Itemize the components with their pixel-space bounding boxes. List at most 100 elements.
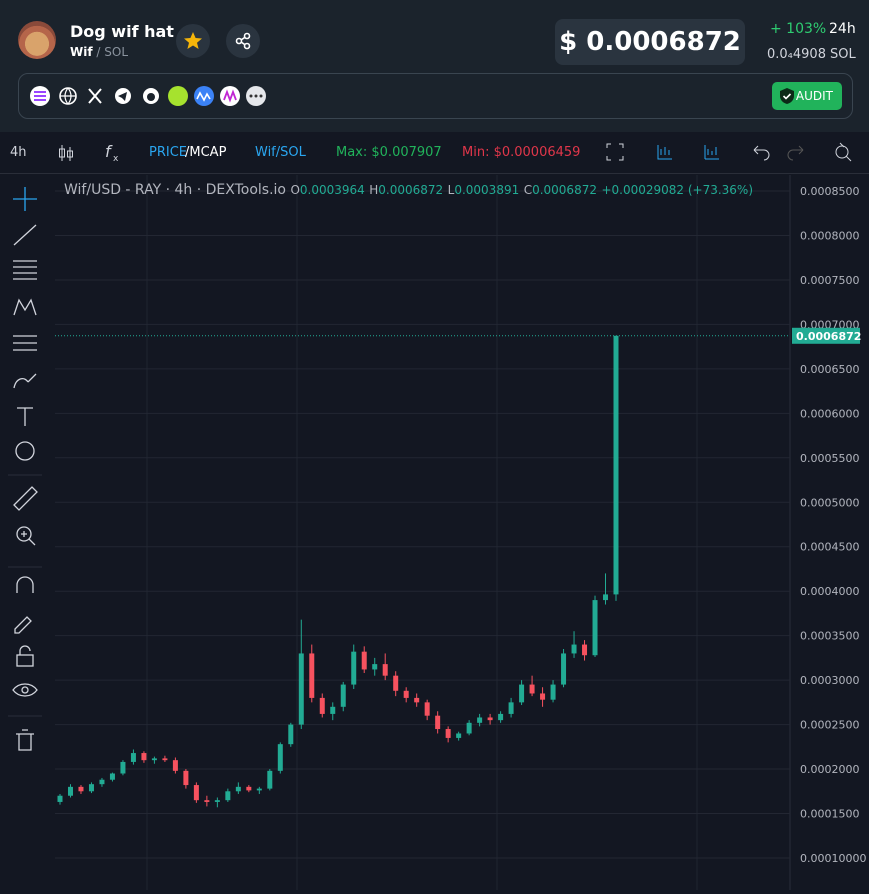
candle-body bbox=[519, 684, 525, 703]
brush-tool[interactable] bbox=[13, 373, 37, 389]
candle-body bbox=[99, 779, 105, 785]
volume-icon[interactable] bbox=[704, 145, 719, 160]
y-tick-label: 0.00010000 bbox=[800, 852, 866, 865]
coingecko-icon[interactable] bbox=[168, 86, 188, 106]
time-grid bbox=[146, 175, 698, 890]
fib-tool[interactable] bbox=[13, 260, 37, 280]
candle-body bbox=[529, 684, 535, 694]
legend-value: 0.0006872 bbox=[532, 183, 597, 197]
social-icons bbox=[30, 86, 266, 106]
candle-body bbox=[288, 724, 294, 745]
star-icon bbox=[184, 32, 202, 49]
legend-key: L bbox=[447, 183, 455, 197]
y-tick-label: 0.0003500 bbox=[800, 630, 860, 643]
toolbar-icons bbox=[606, 142, 852, 162]
undo-icon[interactable] bbox=[753, 145, 770, 161]
legend-key: C bbox=[523, 183, 533, 197]
candle-body bbox=[277, 744, 283, 771]
price-change: + 103% bbox=[770, 21, 827, 37]
candle-body bbox=[88, 784, 94, 792]
zoom-tool[interactable] bbox=[16, 526, 32, 542]
crosshair-tool[interactable] bbox=[13, 187, 37, 211]
token-avatar bbox=[18, 21, 56, 59]
candle-body bbox=[256, 788, 262, 791]
y-tick-label: 0.0006500 bbox=[800, 363, 860, 376]
candle-body bbox=[582, 644, 588, 656]
legend-value: 0.0003964 bbox=[299, 183, 365, 197]
sol-price: 0.0₄4908 bbox=[767, 47, 826, 62]
candle-body bbox=[214, 800, 220, 802]
favorite-button[interactable] bbox=[176, 24, 210, 58]
chart-title: Wif/USD - RAY · 4h · DEXTools.io bbox=[64, 182, 286, 198]
y-tick-label: 0.0005500 bbox=[800, 452, 860, 465]
delete-tool[interactable] bbox=[16, 729, 34, 751]
share-button[interactable] bbox=[226, 24, 260, 58]
svg-text:f: f bbox=[105, 142, 113, 161]
ruler-tool[interactable] bbox=[13, 486, 38, 511]
candle-body bbox=[372, 664, 378, 670]
fullscreen-icon[interactable] bbox=[606, 143, 624, 161]
candle-body bbox=[403, 690, 409, 698]
y-tick-label: 0.0004500 bbox=[800, 541, 860, 554]
candle-body bbox=[351, 651, 357, 685]
pattern-tool[interactable] bbox=[13, 298, 37, 316]
candle-body bbox=[603, 594, 609, 601]
candle-body bbox=[382, 664, 388, 676]
lock-draw-tool[interactable] bbox=[14, 616, 32, 634]
candle-body bbox=[309, 653, 315, 698]
token-name: Dog wif hat bbox=[70, 22, 174, 41]
candle-body bbox=[120, 761, 126, 774]
candle-body bbox=[109, 773, 115, 780]
candle-body bbox=[393, 675, 399, 691]
lock-tool[interactable] bbox=[16, 654, 34, 667]
projection-tool[interactable] bbox=[13, 335, 37, 351]
candle-body bbox=[424, 702, 430, 716]
candle-type-icon[interactable] bbox=[56, 143, 76, 163]
y-tick-label: 0.0004000 bbox=[800, 585, 860, 598]
audit-label: AUDIT bbox=[795, 89, 833, 103]
chart-legend: Wif/USD - RAY · 4h · DEXTools.io O0.0003… bbox=[64, 182, 753, 198]
candle-body bbox=[540, 693, 546, 700]
candle-body bbox=[246, 786, 252, 791]
candle-body bbox=[235, 786, 241, 792]
interval-button[interactable]: 4h bbox=[10, 145, 27, 160]
legend-key: O bbox=[290, 183, 300, 197]
x-icon[interactable] bbox=[88, 88, 102, 104]
y-tick-label: 0.0001500 bbox=[800, 808, 860, 821]
y-tick-label: 0.0008000 bbox=[800, 229, 860, 242]
dex-icon[interactable] bbox=[220, 86, 240, 106]
search-icon[interactable] bbox=[835, 145, 849, 159]
candle-body bbox=[550, 684, 556, 700]
candle-body bbox=[592, 600, 598, 656]
token-pair: Wif / SOL bbox=[70, 45, 128, 59]
symbol: Wif bbox=[70, 45, 93, 59]
text-tool[interactable] bbox=[17, 407, 33, 426]
legend-key: H bbox=[369, 183, 379, 197]
redo-icon[interactable] bbox=[787, 145, 804, 161]
pair-toggle[interactable]: Wif/SOL bbox=[255, 145, 306, 160]
visibility-tool[interactable] bbox=[12, 683, 38, 697]
svg-text:x: x bbox=[113, 154, 119, 164]
candle-body bbox=[67, 786, 73, 796]
y-tick-label: 0.0002000 bbox=[800, 763, 860, 776]
candle-body bbox=[561, 653, 567, 685]
candle-body bbox=[487, 717, 493, 721]
bars-icon[interactable] bbox=[657, 145, 672, 160]
candle-body bbox=[78, 786, 84, 792]
candle-body bbox=[183, 770, 189, 786]
cmc-icon[interactable] bbox=[194, 86, 214, 106]
price-toggle[interactable]: PRICE bbox=[149, 145, 187, 160]
price-tag-label: 0.0006872 bbox=[796, 330, 861, 343]
audit-button[interactable]: AUDIT bbox=[772, 82, 842, 110]
mcap-toggle[interactable]: /MCAP bbox=[185, 145, 227, 160]
candle-body bbox=[267, 770, 273, 789]
candle-body bbox=[204, 800, 210, 802]
candle-body bbox=[414, 697, 420, 703]
y-tick-label: 0.0002500 bbox=[800, 719, 860, 732]
emoji-tool[interactable] bbox=[15, 441, 35, 461]
line-tool[interactable] bbox=[13, 224, 37, 246]
magnet-tool[interactable] bbox=[16, 576, 34, 593]
